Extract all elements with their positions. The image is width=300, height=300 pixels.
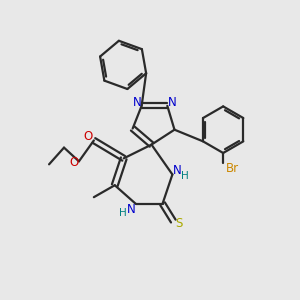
Text: N: N [173,164,182,177]
Text: Br: Br [226,162,239,175]
Text: N: N [127,202,136,216]
Text: H: H [119,208,127,218]
Text: H: H [181,171,189,181]
Text: N: N [133,96,142,109]
Text: S: S [175,217,182,230]
Text: O: O [84,130,93,143]
Text: O: O [69,156,78,169]
Text: N: N [168,96,177,109]
